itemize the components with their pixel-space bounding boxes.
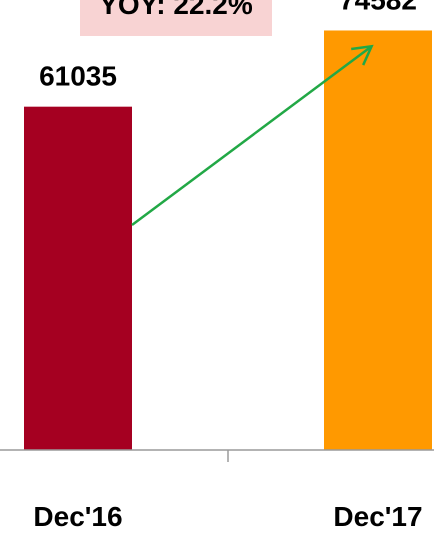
yoy-annotation-text: YOY: 22.2% <box>99 0 253 20</box>
yoy-annotation-box <box>80 0 272 36</box>
bar-0 <box>24 106 132 450</box>
bar-1 <box>324 30 432 450</box>
data-label-1: 74582 <box>339 0 417 15</box>
x-tick-label-1: Dec'17 <box>333 501 422 532</box>
x-tick-label-0: Dec'16 <box>33 501 122 532</box>
data-label-0: 61035 <box>39 61 117 92</box>
growth-arrow <box>131 44 374 227</box>
